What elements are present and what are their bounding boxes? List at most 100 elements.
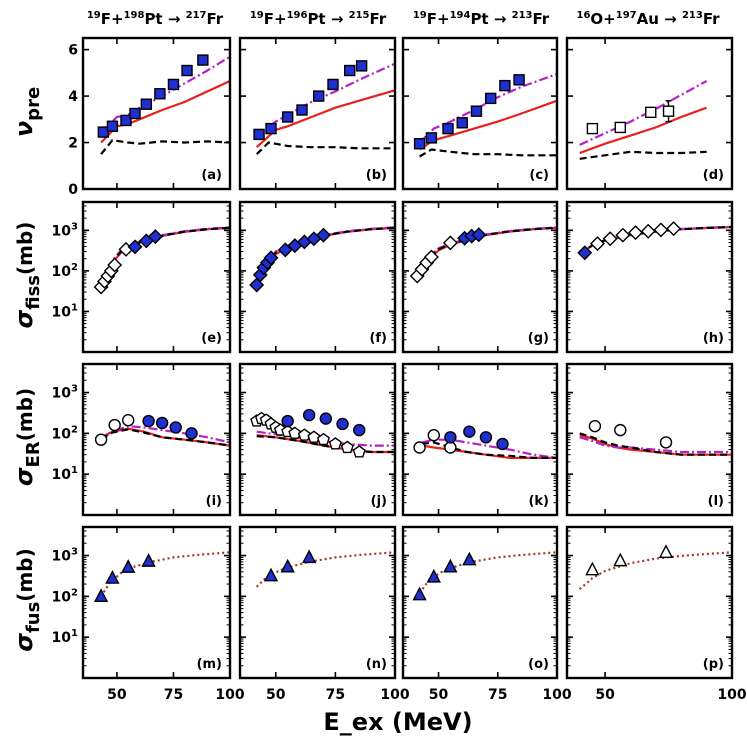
data-point-circle <box>463 425 476 438</box>
data-point-square <box>425 132 438 144</box>
data-point-triangle <box>443 558 458 573</box>
series-dashdot-line <box>421 438 557 459</box>
data-point-diamond <box>127 239 143 255</box>
data-point-triangle <box>658 544 674 559</box>
panel-label: (o) <box>528 657 549 672</box>
panel-o: 50 75 100 (o) <box>401 525 572 703</box>
data-point-square <box>645 106 657 119</box>
series-dotted-line <box>418 551 557 594</box>
data-point-triangle <box>121 559 136 573</box>
data-point-circle <box>427 429 440 442</box>
data-point-square <box>253 128 265 141</box>
data-point-square <box>181 64 193 77</box>
data-point-pentagon <box>352 445 366 458</box>
data-point-triangle <box>93 588 109 603</box>
y-tick-label: 101 <box>52 628 78 646</box>
panel-d: (d) <box>565 36 734 191</box>
data-point-pentagon <box>297 428 311 441</box>
y-tick-label: 101 <box>52 302 78 320</box>
data-point-diamond <box>615 227 631 243</box>
panel-frame <box>81 362 232 517</box>
y-tick-label: 101 <box>52 465 78 483</box>
panel-label: (n) <box>366 657 387 672</box>
data-point-triangle <box>280 558 295 573</box>
data-point-square <box>140 98 153 110</box>
series-dotted-line <box>578 551 732 591</box>
data-point-circle <box>122 414 135 427</box>
data-point-diamond <box>602 231 618 247</box>
series-solid-line <box>100 80 230 144</box>
data-point-square <box>97 126 110 138</box>
data-point-diamond <box>666 221 682 237</box>
panel-g: (g) <box>401 200 559 354</box>
row-label-nu-pre: νpre <box>10 87 44 137</box>
data-point-circle <box>319 412 333 425</box>
series-dashed-line <box>255 141 395 155</box>
series-dotted-line <box>255 551 395 588</box>
series-solid-line <box>579 106 707 155</box>
panel-label: (m) <box>197 657 222 672</box>
panel-frame <box>81 200 232 354</box>
panel-f: (f) <box>238 200 397 354</box>
series-solid-line <box>100 226 230 284</box>
data-point-circle <box>496 437 509 451</box>
panel-frame <box>401 36 559 191</box>
data-point-pentagon <box>307 430 321 443</box>
data-point-square <box>154 88 166 100</box>
data-point-pentagon <box>316 432 331 446</box>
data-point-circle <box>336 417 349 431</box>
data-point-circle <box>142 414 155 428</box>
series-dashed-line <box>256 435 395 454</box>
data-point-diamond <box>628 225 644 241</box>
series-dashed-line <box>100 428 230 447</box>
panel-j: (j) <box>238 362 397 517</box>
x-tick-label: 75 <box>326 687 345 703</box>
y-tick-label: 102 <box>52 262 78 280</box>
series-dashed-line <box>100 139 230 155</box>
panel-k: (k) <box>401 362 559 517</box>
data-point-square <box>355 60 368 72</box>
panel-frame <box>401 362 559 517</box>
column-title-2: 19F+196Pt → 215Fr <box>250 10 387 28</box>
data-point-diamond <box>315 227 331 243</box>
data-point-diamond <box>147 229 163 245</box>
panel-label: (a) <box>201 168 222 183</box>
y-tick-label: 102 <box>52 587 78 605</box>
data-point-square <box>470 105 483 117</box>
panel-label: (h) <box>703 331 724 346</box>
data-point-triangle <box>141 553 156 567</box>
data-point-square <box>662 105 675 117</box>
y-tick-label: 102 <box>52 424 78 442</box>
x-tick-label: 100 <box>380 687 409 703</box>
series-dashdot-line <box>579 436 732 454</box>
panel-frame <box>238 525 397 680</box>
data-point-triangle <box>105 570 120 584</box>
series-solid-line <box>421 444 557 459</box>
panel-h: (h) <box>565 200 734 354</box>
panel-label: (f) <box>369 331 387 346</box>
data-point-diamond <box>442 235 458 251</box>
panel-label: (p) <box>703 657 724 672</box>
data-point-diamond <box>423 249 439 265</box>
panel-frame <box>81 36 232 191</box>
series-solid-line <box>418 99 557 151</box>
y-tick-label: 103 <box>52 384 78 402</box>
panel-label: (j) <box>371 494 387 509</box>
data-point-circle <box>588 419 602 433</box>
data-point-triangle <box>426 568 441 583</box>
data-point-circle <box>444 431 457 444</box>
data-point-diamond <box>589 236 605 252</box>
data-point-triangle <box>301 549 317 564</box>
series-solid-line <box>255 89 395 149</box>
panel-l: (l) <box>565 362 734 517</box>
panel-frame <box>81 525 232 680</box>
x-tick-label: 75 <box>164 687 183 703</box>
panel-frame <box>565 200 734 354</box>
series-dashed-line <box>419 148 557 158</box>
x-tick-label: 100 <box>215 687 244 703</box>
panel-c: (c) <box>401 36 559 191</box>
x-tick-label: 100 <box>717 687 746 703</box>
data-point-diamond <box>577 245 593 261</box>
panel-frame <box>238 362 397 517</box>
panel-frame <box>565 36 734 191</box>
